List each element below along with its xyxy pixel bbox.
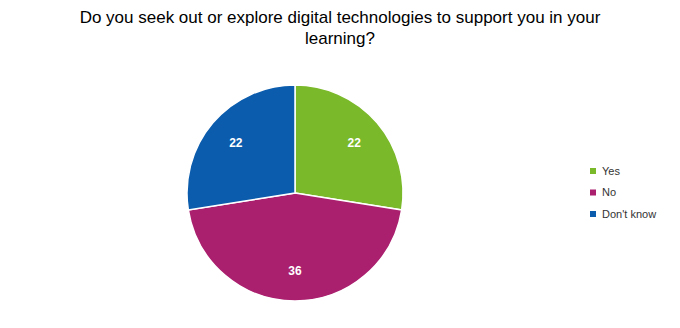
- chart: Do you seek out or explore digital techn…: [0, 0, 680, 328]
- slice: [188, 193, 401, 301]
- data-label: 22: [229, 136, 243, 150]
- title: Do you seek out or explore digital techn…: [80, 8, 601, 48]
- data-label: 22: [347, 136, 361, 150]
- legend-swatch: [590, 168, 596, 174]
- data-labels: 22 36 22: [229, 136, 361, 278]
- legend-label: Yes: [602, 165, 620, 177]
- slice: [295, 85, 403, 210]
- pie: [187, 85, 403, 301]
- title-line: Do you seek out or explore digital techn…: [80, 8, 601, 27]
- legend-swatch: [590, 211, 596, 217]
- legend-item: Yes: [590, 165, 620, 177]
- legend-label: Don't know: [602, 208, 656, 220]
- legend-item: Don't know: [590, 208, 656, 220]
- legend-item: No: [590, 186, 616, 198]
- legend-label: No: [602, 186, 616, 198]
- legend: Yes No Don't know: [590, 165, 656, 220]
- legend-swatch: [590, 190, 596, 196]
- slice: [187, 85, 295, 210]
- title-line: learning?: [305, 29, 375, 48]
- data-label: 36: [288, 264, 302, 278]
